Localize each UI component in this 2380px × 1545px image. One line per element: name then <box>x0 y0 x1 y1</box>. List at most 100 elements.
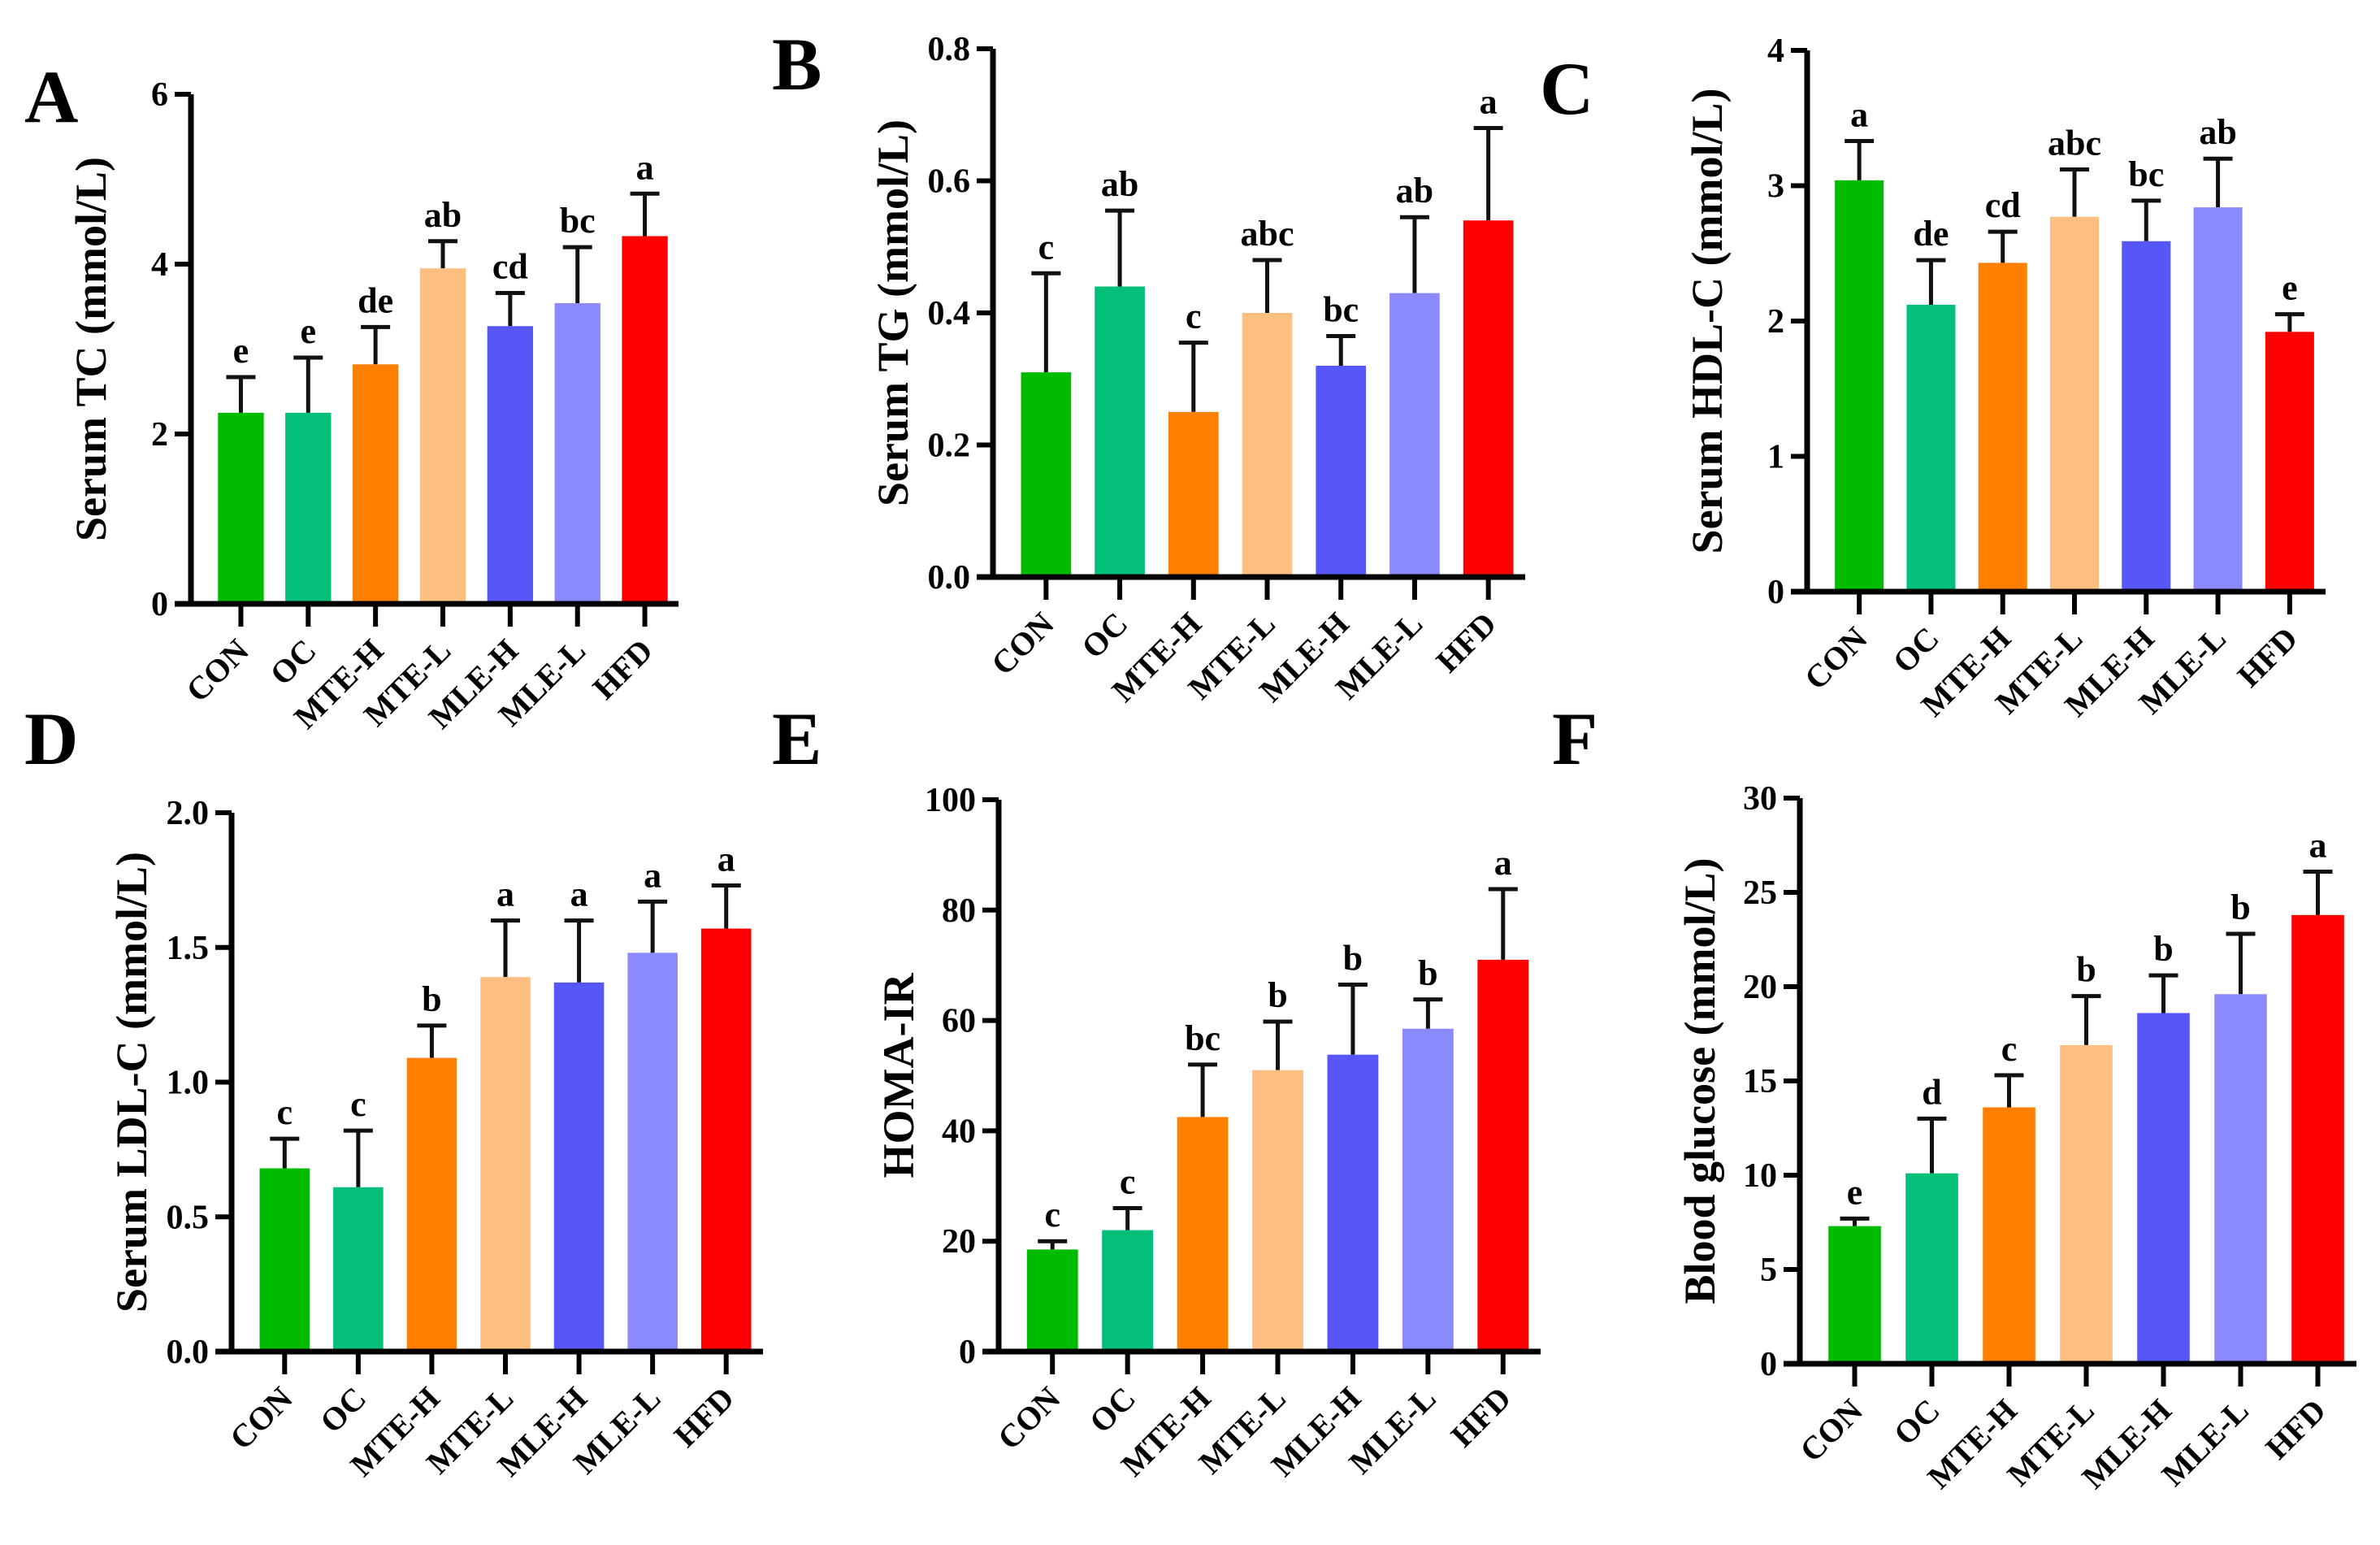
y-tick-label: 4 <box>151 246 168 284</box>
y-tick-label: 4 <box>1767 33 1784 70</box>
bar-mte-h <box>1983 1107 2035 1364</box>
panel-letter: B <box>772 23 822 106</box>
significance-letter: b <box>1268 975 1287 1015</box>
bar-mte-h <box>406 1057 457 1352</box>
significance-letter: de <box>358 280 393 320</box>
significance-letter: b <box>1343 938 1363 978</box>
bar-hfd <box>1463 220 1514 577</box>
bar-mle-l <box>554 303 600 604</box>
bar-mle-h <box>1316 366 1367 577</box>
bar-hfd <box>1477 959 1529 1352</box>
bar-mle-l <box>2214 994 2267 1364</box>
significance-letter: cd <box>492 247 528 287</box>
y-tick-label: 100 <box>925 782 976 819</box>
bar-con <box>218 412 264 604</box>
y-tick-label: 10 <box>1743 1157 1777 1195</box>
y-tick-label: 0.5 <box>167 1199 210 1236</box>
x-tick-label: CON <box>984 605 1061 682</box>
y-tick-label: 5 <box>1760 1252 1777 1289</box>
bar-hfd <box>2291 914 2344 1364</box>
significance-letter: cd <box>1985 185 2021 225</box>
y-tick-label: 0 <box>151 586 168 623</box>
y-axis-label: Serum TC (mmol/L) <box>67 157 115 541</box>
y-axis-label: Serum HDL-C (mmol/L) <box>1683 89 1732 554</box>
y-tick-label: 0.2 <box>928 427 971 465</box>
bar-mle-l <box>2193 207 2243 592</box>
bar-oc <box>1102 1230 1154 1352</box>
significance-letter: bc <box>2128 154 2164 194</box>
bar-mte-h <box>352 364 399 604</box>
bar-con <box>1835 180 1884 592</box>
significance-letter: abc <box>2048 124 2101 163</box>
significance-letter: de <box>1913 214 1949 254</box>
x-tick-label: CON <box>991 1379 1068 1456</box>
bar-con <box>1026 1249 1078 1352</box>
significance-letter: a <box>496 874 514 914</box>
y-tick-label: 0.0 <box>167 1334 210 1371</box>
significance-letter: b <box>2076 950 2096 990</box>
y-tick-label: 0 <box>959 1334 976 1371</box>
y-tick-label: 0.6 <box>928 163 971 201</box>
significance-letter: b <box>422 979 441 1019</box>
bar-mle-h <box>2137 1013 2190 1364</box>
bar-hfd <box>622 236 668 604</box>
y-tick-label: 0 <box>1767 574 1784 611</box>
significance-letter: a <box>570 874 588 914</box>
bar-mte-l <box>2060 1044 2113 1364</box>
bar-mte-h <box>1177 1117 1229 1352</box>
bar-mle-l <box>627 953 678 1352</box>
x-tick-label: HFD <box>667 1380 742 1455</box>
y-tick-label: 0.0 <box>928 559 971 597</box>
bar-oc <box>285 412 332 604</box>
significance-letter: a <box>1494 843 1512 883</box>
y-tick-label: 30 <box>1743 780 1777 818</box>
bar-hfd <box>700 928 752 1352</box>
significance-letter: e <box>301 311 317 351</box>
x-tick-label: OC <box>1887 1392 1947 1452</box>
bar-mte-l <box>1242 313 1293 577</box>
significance-letter: e <box>1847 1172 1863 1212</box>
panel-letter: F <box>1552 697 1598 780</box>
significance-letter: ab <box>2199 112 2236 152</box>
significance-letter: c <box>2001 1029 2018 1069</box>
y-tick-label: 1.5 <box>167 930 210 967</box>
y-tick-label: 2.0 <box>167 795 210 832</box>
significance-letter: ab <box>424 195 462 235</box>
y-tick-label: 25 <box>1743 874 1777 912</box>
significance-letter: a <box>1480 82 1498 122</box>
significance-letter: abc <box>1241 214 1294 254</box>
y-tick-label: 2 <box>151 416 168 454</box>
significance-letter: d <box>1922 1072 1941 1112</box>
y-axis-label: Serum LDL-C (mmol/L) <box>107 852 156 1313</box>
bar-oc <box>333 1187 384 1352</box>
significance-letter: e <box>2282 268 2298 308</box>
x-tick-label: OC <box>1082 1380 1142 1440</box>
significance-letter: c <box>350 1084 366 1124</box>
panel-letter: A <box>24 55 78 138</box>
significance-letter: c <box>1120 1161 1136 1201</box>
x-tick-label: CON <box>1797 619 1875 697</box>
bar-con <box>1021 372 1072 577</box>
bar-mte-l <box>2049 216 2100 592</box>
bar-mle-l <box>1389 293 1440 577</box>
bar-oc <box>1906 305 1956 592</box>
bar-mle-h <box>553 982 605 1352</box>
x-tick-label: CON <box>179 631 256 709</box>
x-tick-label: HFD <box>1444 1380 1519 1455</box>
bar-mte-l <box>419 268 466 604</box>
bar-mle-h <box>487 326 534 604</box>
y-tick-label: 0.4 <box>928 295 971 332</box>
chart-panel-c: C Serum HDL-C (mmol/L) aCONdeOCcdMTE-HabcM… <box>1540 33 2326 723</box>
bar-con <box>1828 1226 1881 1364</box>
bar-mle-h <box>1327 1054 1379 1352</box>
y-tick-label: 1.0 <box>167 1065 210 1102</box>
chart-panel-e: EHOMA-IRcCONcOCbcMTE-HbMTE-LbMLE-HbMLE-L… <box>772 697 1541 1483</box>
significance-letter: bc <box>1323 289 1359 329</box>
y-tick-label: 20 <box>1743 969 1777 1006</box>
y-tick-label: 20 <box>942 1223 976 1261</box>
bar-oc <box>1905 1173 1958 1364</box>
bar-con <box>259 1168 310 1352</box>
x-tick-label: CON <box>223 1379 300 1456</box>
